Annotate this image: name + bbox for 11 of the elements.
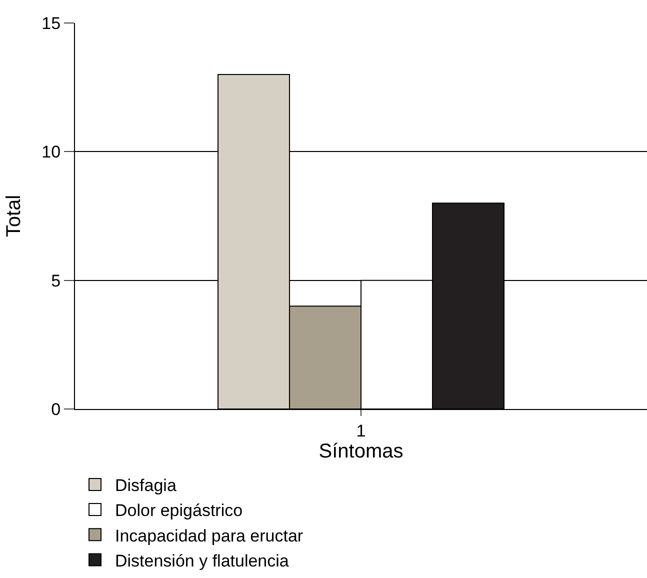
y-axis-title: Total xyxy=(3,194,26,238)
y-tick-label: 10 xyxy=(42,142,61,162)
legend-label: Distensión y flatulencia xyxy=(115,551,290,570)
legend-label: Incapacidad para eructar xyxy=(115,526,304,546)
y-tick-label: 5 xyxy=(51,271,61,290)
y-tick-label: 15 xyxy=(42,14,61,33)
x-axis-title: Síntomas xyxy=(318,440,404,462)
x-tick-label: 1 xyxy=(356,421,366,440)
legend-label: Disfagia xyxy=(115,476,177,496)
y-tick-label: 0 xyxy=(51,400,61,419)
legend-label: Dolor epigástrico xyxy=(115,501,243,520)
